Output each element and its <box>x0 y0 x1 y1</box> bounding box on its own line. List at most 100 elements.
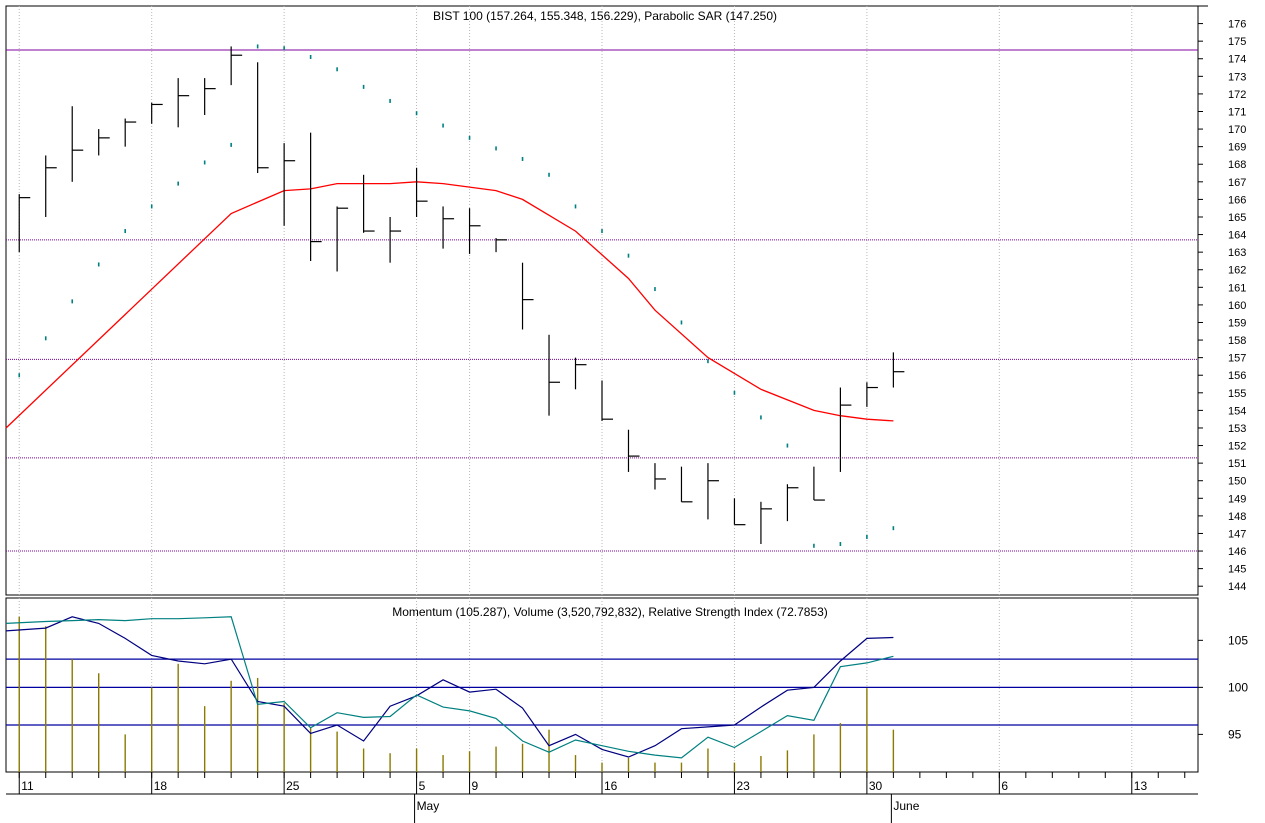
y-tick-label: 95 <box>1228 727 1242 741</box>
y-tick-label: 162 <box>1228 265 1246 277</box>
month-label: May <box>417 799 440 813</box>
ohlc-bar <box>204 78 216 116</box>
ohlc-bar <box>98 129 110 156</box>
ohlc-bar <box>707 463 719 520</box>
x-tick-label: 18 <box>154 779 168 793</box>
sar-point <box>839 542 842 547</box>
sar-point <box>283 46 285 51</box>
y-tick-label: 166 <box>1228 194 1246 206</box>
sar-point <box>44 336 47 341</box>
sar-point <box>601 229 603 234</box>
x-tick-label: 25 <box>286 779 300 793</box>
ohlc-bar <box>733 498 746 526</box>
sar-point <box>18 373 21 378</box>
y-tick-label: 161 <box>1228 282 1246 294</box>
y-tick-label: 150 <box>1228 476 1246 488</box>
ohlc-bar <box>468 208 481 254</box>
x-tick-label: 16 <box>604 779 618 793</box>
sar-point <box>654 287 656 292</box>
y-tick-label: 152 <box>1228 441 1246 453</box>
main-panel-title: BIST 100 (157.264, 155.348, 156.229), Pa… <box>433 9 777 23</box>
indicator-line <box>5 616 894 759</box>
ohlc-bar <box>18 194 31 253</box>
parabolic-sar-series <box>18 44 895 548</box>
sar-point <box>389 98 391 103</box>
sar-point <box>415 111 418 116</box>
ohlc-bar <box>654 463 666 490</box>
ohlc-bar <box>760 501 772 545</box>
sar-point <box>733 390 736 395</box>
y-tick-label: 176 <box>1228 19 1246 31</box>
y-tick-label: 145 <box>1228 564 1246 576</box>
y-tick-label: 169 <box>1228 142 1246 154</box>
ohlc-bar <box>310 132 322 261</box>
ohlc-bar-series <box>18 46 905 545</box>
x-tick-label: 11 <box>21 779 34 793</box>
ohlc-bar <box>230 46 243 86</box>
sar-point <box>177 181 179 186</box>
sar-point <box>760 415 762 420</box>
y-tick-label: 147 <box>1228 528 1246 540</box>
ohlc-bar <box>574 357 587 390</box>
ohlc-bar <box>866 382 878 407</box>
y-tick-label: 156 <box>1228 370 1246 382</box>
x-tick-label: 23 <box>736 779 750 793</box>
ohlc-bar <box>521 262 534 330</box>
ohlc-bar <box>495 238 508 253</box>
main-panel-grid <box>18 6 1133 595</box>
ohlc-bar <box>389 216 402 263</box>
ohlc-bar <box>548 334 561 416</box>
y-tick-label: 159 <box>1228 317 1246 329</box>
sar-point <box>230 142 232 147</box>
sar-point <box>574 204 577 209</box>
indicator-line <box>5 616 894 758</box>
y-tick-label: 144 <box>1228 581 1246 593</box>
main-panel-reference-lines <box>6 49 1198 552</box>
date-x-axis: 11 18 25 5 9 16 23 30 6 13 May June <box>18 772 1186 823</box>
sar-point <box>786 443 789 448</box>
x-tick-label: 30 <box>869 779 883 793</box>
sar-point <box>468 135 471 140</box>
y-tick-label: 164 <box>1228 230 1246 242</box>
y-tick-label: 170 <box>1228 124 1246 136</box>
y-tick-label: 171 <box>1228 106 1246 118</box>
sar-point <box>71 299 74 304</box>
ohlc-bar <box>892 352 905 388</box>
ohlc-bar <box>151 102 163 124</box>
y-tick-label: 167 <box>1228 177 1246 189</box>
y-tick-label: 172 <box>1228 89 1246 101</box>
sar-point <box>866 534 868 539</box>
y-tick-label: 174 <box>1228 54 1246 66</box>
ohlc-bar <box>177 78 190 128</box>
x-tick-label: 6 <box>1001 779 1008 793</box>
y-tick-label: 151 <box>1228 458 1246 470</box>
y-tick-label: 105 <box>1228 633 1248 647</box>
y-tick-label: 153 <box>1228 423 1246 435</box>
sar-point <box>256 44 259 49</box>
ohlc-bar <box>363 174 375 233</box>
ohlc-bar <box>415 167 428 217</box>
sar-point <box>680 320 683 325</box>
month-label: June <box>893 799 919 813</box>
y-tick-label: 155 <box>1228 388 1246 400</box>
sar-point <box>548 172 550 177</box>
y-tick-label: 148 <box>1228 511 1246 523</box>
sar-point <box>442 123 444 128</box>
indicator-line-series <box>5 616 894 759</box>
x-tick-label: 5 <box>419 779 426 793</box>
sar-point <box>521 156 524 161</box>
ohlc-bar <box>442 206 455 249</box>
x-tick-label: 13 <box>1134 779 1148 793</box>
sar-point <box>97 262 100 267</box>
y-tick-label: 160 <box>1228 300 1246 312</box>
y-tick-label: 146 <box>1228 546 1246 558</box>
ohlc-bar <box>627 429 640 472</box>
sar-point <box>309 54 312 59</box>
y-tick-label: 154 <box>1228 405 1246 417</box>
y-tick-label: 173 <box>1228 71 1246 83</box>
y-tick-label: 149 <box>1228 493 1246 505</box>
ohlc-bar <box>813 466 825 501</box>
ohlc-bar <box>283 143 296 226</box>
y-tick-label: 175 <box>1228 36 1246 48</box>
